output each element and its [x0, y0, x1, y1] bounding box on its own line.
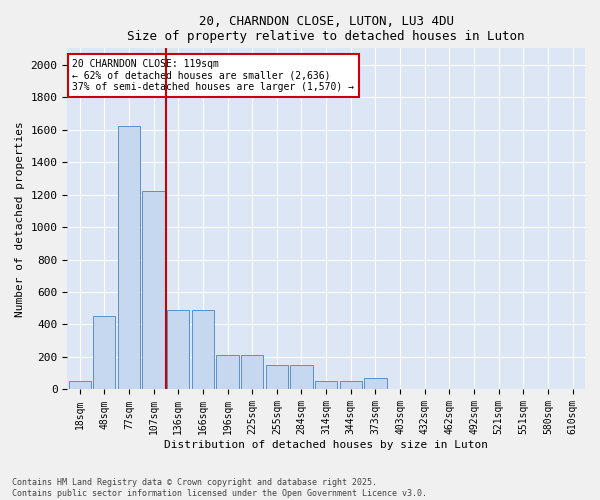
Bar: [290, 365, 313, 390]
Y-axis label: Number of detached properties: Number of detached properties: [15, 121, 25, 317]
Bar: [192, 310, 214, 390]
Bar: [167, 310, 190, 390]
Bar: [118, 126, 140, 390]
Bar: [68, 382, 91, 390]
Bar: [142, 192, 164, 390]
Bar: [93, 316, 115, 390]
Bar: [340, 382, 362, 390]
Text: 20 CHARNDON CLOSE: 119sqm
← 62% of detached houses are smaller (2,636)
37% of se: 20 CHARNDON CLOSE: 119sqm ← 62% of detac…: [73, 58, 355, 92]
Bar: [217, 354, 239, 390]
Text: Contains HM Land Registry data © Crown copyright and database right 2025.
Contai: Contains HM Land Registry data © Crown c…: [12, 478, 427, 498]
X-axis label: Distribution of detached houses by size in Luton: Distribution of detached houses by size …: [164, 440, 488, 450]
Bar: [266, 365, 288, 390]
Title: 20, CHARNDON CLOSE, LUTON, LU3 4DU
Size of property relative to detached houses : 20, CHARNDON CLOSE, LUTON, LU3 4DU Size …: [127, 15, 525, 43]
Bar: [315, 382, 337, 390]
Bar: [241, 354, 263, 390]
Bar: [364, 378, 386, 390]
